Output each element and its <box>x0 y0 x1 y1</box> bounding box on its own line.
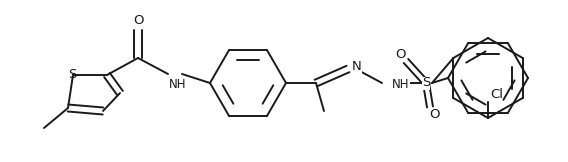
Text: N: N <box>352 60 362 74</box>
Text: NH: NH <box>392 79 410 92</box>
Text: Cl: Cl <box>490 87 503 100</box>
Text: O: O <box>429 109 439 122</box>
Text: S: S <box>422 76 430 89</box>
Text: S: S <box>68 68 76 81</box>
Text: O: O <box>395 48 405 62</box>
Text: NH: NH <box>169 78 186 91</box>
Text: O: O <box>133 13 143 27</box>
